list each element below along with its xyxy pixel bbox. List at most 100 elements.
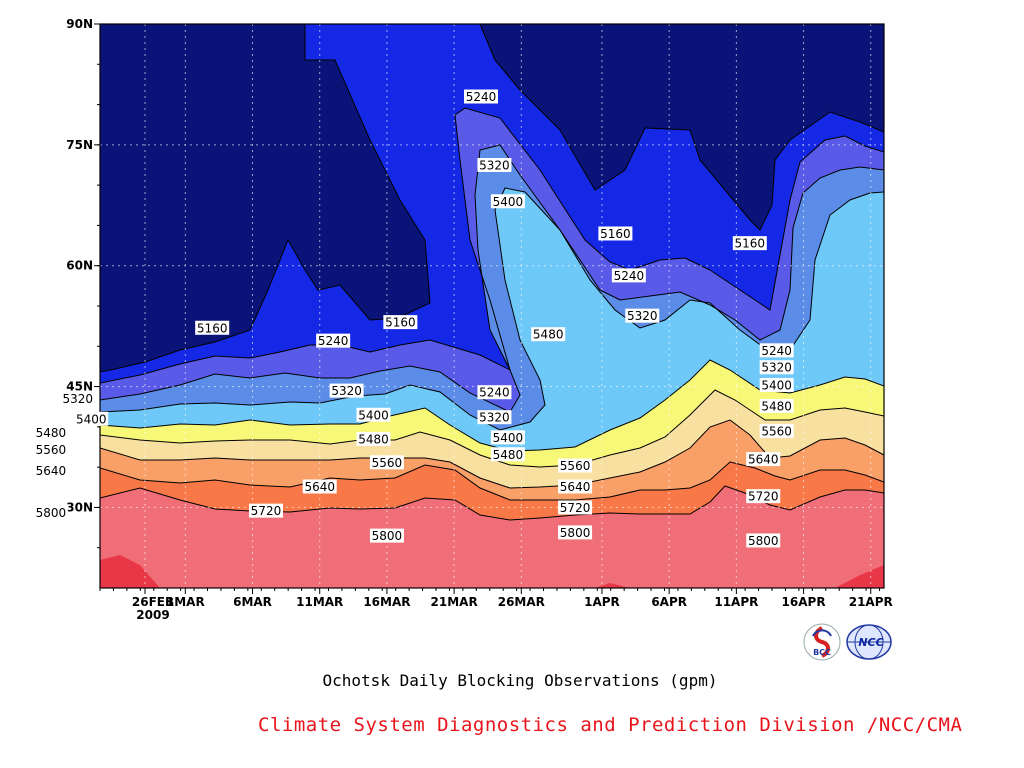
contour-label: 5800	[558, 525, 593, 540]
contour-label-box	[490, 447, 525, 462]
contour-label-text: 5160	[385, 316, 416, 330]
contour-label-text: 5240	[761, 344, 792, 358]
contour-label: 5720	[248, 503, 283, 518]
chart-title: Ochotsk Daily Blocking Observations (gpm…	[322, 671, 718, 690]
contour-label: 5640	[33, 463, 68, 478]
contour-label: 5160	[598, 226, 633, 241]
contour-label-box	[759, 377, 794, 392]
contour-label-box	[625, 308, 660, 323]
contour-label: 5480	[759, 398, 794, 413]
contour-label: 5400	[74, 411, 109, 426]
contour-label-box	[464, 89, 498, 104]
contour-label-box	[598, 226, 633, 241]
contour-label-text: 5720	[251, 504, 282, 518]
contour-line-5480	[100, 359, 884, 452]
contour-line-5720	[100, 461, 884, 501]
contour-label-box	[759, 343, 794, 358]
contour-label: 5320	[625, 308, 660, 323]
credit-line: Climate System Diagnostics and Predictio…	[258, 714, 963, 736]
contour-label-text: 5160	[735, 237, 766, 251]
contour-label-text: 5800	[748, 534, 779, 548]
contour-label-box	[329, 383, 364, 398]
contour-line-5160	[100, 24, 884, 373]
contour-label-text: 5240	[614, 269, 645, 283]
contour-label: 5400	[490, 194, 525, 209]
contour-label: 5400	[490, 430, 525, 445]
contour-label: 5240	[759, 343, 794, 358]
contour-label-box	[558, 458, 593, 473]
contour-label: 5400	[759, 377, 794, 392]
contour-label-box	[369, 455, 404, 470]
contour-label: 5640	[746, 452, 781, 467]
contour-label-box	[558, 500, 593, 515]
x-tick-year: 2009	[136, 608, 169, 622]
x-tick-label: 16MAR	[363, 595, 410, 609]
contour-label-text: 5480	[761, 399, 792, 413]
contour-label-box	[558, 479, 593, 494]
x-tick-label: 21APR	[849, 595, 893, 609]
contour-label-box	[490, 430, 525, 445]
contour-label-text: 5240	[318, 334, 349, 348]
contour-label-box	[477, 158, 512, 172]
y-tick-label: 75N	[66, 138, 93, 152]
contour-label-text: 5320	[479, 411, 510, 425]
svg-text:NCC: NCC	[858, 636, 883, 649]
contour-label-text: 5320	[331, 384, 362, 398]
x-tick-label: 11APR	[714, 595, 758, 609]
contour-label: 5480	[356, 431, 391, 446]
x-tick-label: 1APR	[584, 595, 620, 609]
contour-label: 5720	[558, 500, 593, 515]
contour-label: 5240	[464, 89, 498, 104]
contour-label-box	[248, 503, 283, 518]
x-tick-label: 26FEB	[132, 595, 174, 609]
y-tick-label: 45N	[66, 380, 93, 394]
contour-label-text: 5240	[466, 90, 497, 104]
x-tick-label: 6MAR	[233, 595, 272, 609]
contour-label: 5160	[732, 236, 767, 251]
svg-text:BCC: BCC	[813, 648, 831, 657]
contour-label: 5320	[329, 383, 364, 398]
contour-label-box	[74, 411, 109, 426]
contour-label-box	[759, 423, 794, 438]
contour-label-text: 5320	[761, 361, 792, 375]
contour-label: 5240	[611, 268, 646, 283]
contour-label-text: 5400	[358, 408, 389, 422]
contour-label-box	[33, 505, 68, 520]
contour-label: 5480	[490, 447, 525, 462]
contour-label: 5320	[477, 158, 512, 173]
contour-label-box	[746, 489, 781, 504]
contour-label-text: 5560	[761, 424, 792, 438]
contour-label-box	[490, 194, 525, 209]
contour-line-5560	[100, 389, 884, 468]
contour-label: 5320	[477, 410, 512, 425]
x-tick-label: 11MAR	[296, 595, 343, 609]
contour-label-text: 5480	[493, 448, 524, 462]
contour-label: 5160	[383, 315, 418, 330]
contour-label-text: 5240	[479, 386, 510, 400]
y-tick-label: 30N	[66, 500, 93, 514]
contour-label-text: 5320	[627, 309, 658, 323]
contour-label: 5240	[316, 333, 351, 348]
contour-labels: 5240 5320 5400 5160 5240 5320 5480 5160 5160 5240…	[33, 89, 794, 548]
contour-label-box	[316, 333, 351, 348]
contour-label-text: 5640	[304, 480, 335, 494]
contour-label: 5640	[302, 479, 337, 494]
contour-label-box	[33, 463, 68, 478]
contour-label-box	[60, 391, 95, 406]
contour-label: 5160	[195, 320, 230, 335]
contour-label-box	[33, 425, 68, 440]
contour-label: 5640	[558, 479, 593, 494]
contour-label: 5320	[60, 391, 95, 406]
contour-label-text: 5480	[36, 426, 67, 440]
contour-label-text: 5400	[493, 195, 524, 209]
contour-label-box	[746, 452, 781, 467]
contour-label-box	[195, 320, 230, 335]
ncc-logo: NCC	[846, 624, 892, 660]
contour-label-text: 5800	[372, 529, 403, 543]
bcc-logo: BCC	[803, 623, 841, 661]
contour-label-box	[356, 407, 391, 422]
contour-label-text: 5800	[36, 506, 67, 520]
x-tick-label: 26MAR	[498, 595, 545, 609]
contour-label-box	[732, 236, 767, 251]
